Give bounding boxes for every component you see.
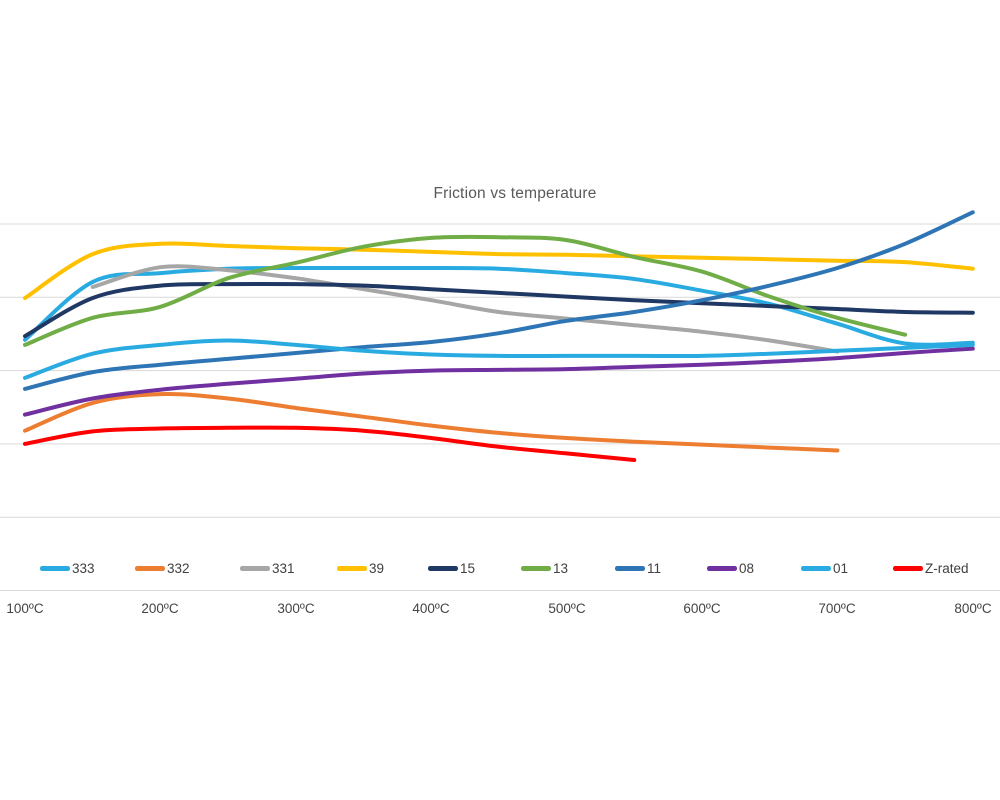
- x-axis-label: 300ºC: [277, 601, 315, 616]
- legend-swatch-331: [240, 566, 270, 571]
- series-line-333: [23, 265, 975, 347]
- legend-swatch-39: [337, 566, 367, 571]
- series-line-15: [23, 281, 975, 339]
- x-axis-label: 500ºC: [548, 601, 586, 616]
- series-line-08: [23, 346, 975, 417]
- legend-label: Z-rated: [925, 561, 969, 576]
- legend-swatch-15: [428, 566, 458, 571]
- x-axis-label: 700ºC: [818, 601, 856, 616]
- legend-item-08: 08: [707, 560, 754, 577]
- x-axis-label: 100ºC: [6, 601, 44, 616]
- legend-swatch-332: [135, 566, 165, 571]
- legend-swatch-08: [707, 566, 737, 571]
- legend-item-333: 333: [40, 560, 95, 577]
- legend-item-11: 11: [615, 560, 661, 577]
- series-line-11: [23, 210, 975, 391]
- legend-label: 39: [369, 561, 385, 576]
- chart-title: Friction vs temperature: [433, 185, 597, 202]
- legend-swatch-Z-rated: [893, 566, 923, 571]
- x-axis-label: 600ºC: [683, 601, 721, 616]
- series-line-331: [90, 264, 840, 354]
- x-axis-label: 400ºC: [412, 601, 450, 616]
- legend-swatch-11: [615, 566, 645, 571]
- series-line-39: [23, 241, 975, 300]
- x-axis-label: 200ºC: [141, 601, 179, 616]
- legend-item-332: 332: [135, 560, 190, 577]
- legend-item-13: 13: [521, 560, 568, 577]
- legend-label: 333: [72, 561, 95, 576]
- legend-item-39: 39: [337, 560, 384, 577]
- legend-label: 13: [553, 561, 569, 576]
- legend-swatch-01: [801, 566, 831, 571]
- legend-item-15: 15: [428, 560, 475, 577]
- legend-item-Z-rated: Z-rated: [893, 560, 969, 577]
- series-line-Z-rated: [23, 425, 637, 462]
- legend-label: 15: [460, 561, 476, 576]
- series-line-13: [23, 234, 908, 347]
- series-line-332: [23, 391, 840, 453]
- legend-label: 11: [647, 561, 662, 576]
- legend-swatch-333: [40, 566, 70, 571]
- legend-label: 08: [739, 561, 755, 576]
- legend-item-331: 331: [240, 560, 295, 577]
- legend-swatch-13: [521, 566, 551, 571]
- legend-label: 332: [167, 561, 190, 576]
- series-line-01: [23, 338, 975, 380]
- legend-label: 01: [833, 561, 849, 576]
- x-axis-label: 800ºC: [954, 601, 992, 616]
- legend-label: 331: [272, 561, 295, 576]
- legend-item-01: 01: [801, 560, 848, 577]
